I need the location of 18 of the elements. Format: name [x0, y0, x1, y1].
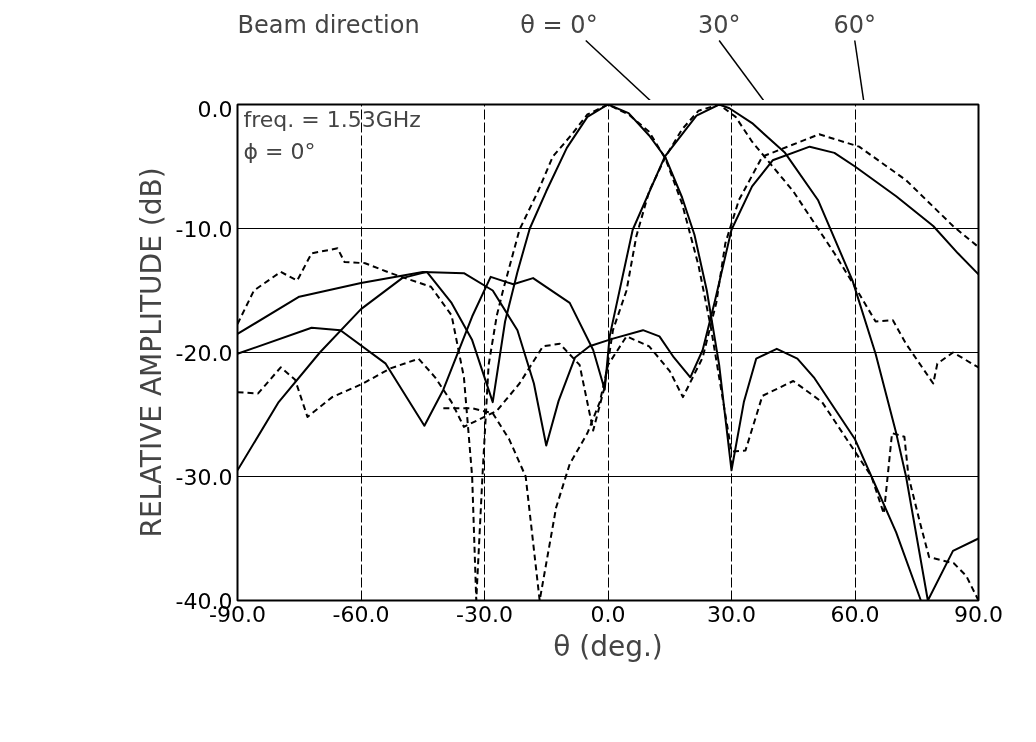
y-tick-label: -10.0 — [175, 216, 233, 242]
x-tick-label: 90.0 — [954, 601, 1003, 627]
chart-title: Beam direction — [237, 10, 420, 39]
y-tick-label: -30.0 — [175, 464, 233, 490]
text: 60° — [833, 10, 877, 39]
y-axis-title: RELATIVE AMPLITUDE (dB) — [134, 167, 168, 538]
x-tick-label: -60.0 — [332, 601, 390, 627]
x-tick-label: 60.0 — [830, 601, 880, 627]
y-tick-label: -20.0 — [175, 340, 233, 366]
x-axis-title: θ (deg.) — [553, 629, 663, 663]
x-tick-label: 0.0 — [590, 601, 626, 627]
y-tick-label: 0.0 — [197, 96, 233, 122]
annotation: ϕ = 0° — [243, 139, 316, 165]
x-tick-label: -30.0 — [456, 601, 513, 627]
text: θ = 0° — [520, 10, 598, 39]
x-tick-label: 30.0 — [707, 601, 756, 627]
text: 30° — [697, 10, 741, 39]
annotation: freq. = 1.53GHz — [243, 106, 421, 132]
